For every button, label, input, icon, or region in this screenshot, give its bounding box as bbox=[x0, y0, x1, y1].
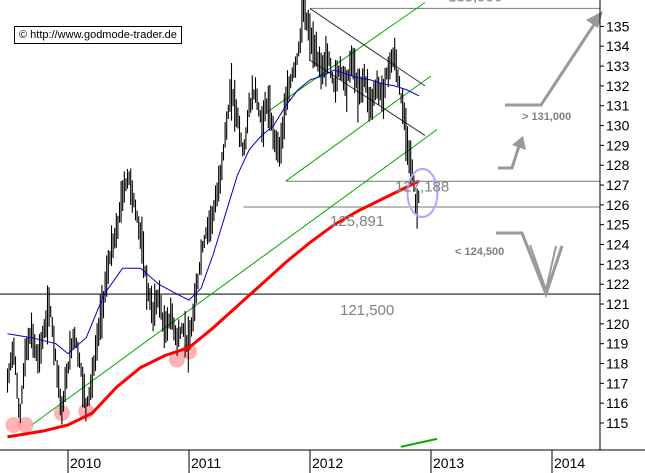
y-tick-label-16: 131 bbox=[606, 98, 630, 114]
trend-line-1 bbox=[285, 75, 432, 182]
support-marker-1 bbox=[17, 416, 34, 433]
x-tick-label-3: 2013 bbox=[433, 455, 464, 471]
y-tick-label-20: 135 bbox=[606, 18, 630, 34]
short-up-arrowhead bbox=[512, 136, 526, 150]
up-scenario-arrowhead bbox=[586, 11, 603, 28]
y-tick-label-8: 123 bbox=[606, 256, 630, 272]
trend-line-2 bbox=[267, 2, 426, 113]
annotation-label-0: > 131,000 bbox=[522, 111, 571, 123]
trend-line-0 bbox=[31, 129, 438, 426]
level-labels: 135,906 127,188 125,891 121,500 > 131,000 < 1… bbox=[330, 0, 571, 319]
y-tick-label-9: 124 bbox=[606, 237, 630, 253]
y-tick-label-17: 132 bbox=[606, 78, 630, 94]
y-tick-label-19: 134 bbox=[606, 38, 630, 54]
y-tick-label-1: 116 bbox=[606, 395, 629, 411]
y-tick-label-4: 119 bbox=[606, 336, 629, 352]
y-tick-label-14: 129 bbox=[606, 137, 630, 153]
y-tick-label-15: 130 bbox=[606, 118, 630, 134]
x-tick-label-1: 2011 bbox=[191, 455, 221, 471]
ma-fast-line bbox=[7, 69, 420, 355]
y-tick-label-12: 127 bbox=[606, 177, 630, 193]
trend-line-3 bbox=[309, 8, 426, 87]
level-label-0: 135,906 bbox=[448, 0, 502, 5]
support-marker-4 bbox=[168, 351, 185, 368]
y-tick-label-3: 118 bbox=[606, 356, 629, 372]
horizontal-levels bbox=[0, 7, 600, 295]
level-label-2: 125,891 bbox=[330, 213, 384, 230]
down-scenario-arrow bbox=[496, 231, 564, 299]
y-tick-label-11: 126 bbox=[606, 197, 630, 213]
y-tick-label-13: 128 bbox=[606, 157, 630, 173]
ma-slow-line bbox=[7, 179, 420, 439]
support-marker-0 bbox=[5, 416, 22, 433]
x-tick-label-2: 2012 bbox=[312, 455, 343, 471]
y-tick-label-7: 122 bbox=[606, 276, 630, 292]
x-tick-label-4: 2014 bbox=[554, 455, 585, 471]
up-scenario-arrow bbox=[505, 19, 599, 107]
level-label-3: 121,500 bbox=[340, 302, 394, 319]
short-up-arrow bbox=[498, 142, 522, 170]
annotation-arrows bbox=[406, 11, 603, 299]
y-tick-label-6: 121 bbox=[606, 296, 630, 312]
y-tick-label-0: 115 bbox=[606, 415, 629, 431]
moving-averages bbox=[7, 69, 420, 439]
watermark: © http://www.godmode-trader.de bbox=[14, 26, 182, 44]
y-tick-label-10: 125 bbox=[606, 217, 630, 233]
y-tick-label-2: 117 bbox=[606, 375, 629, 391]
level-label-1: 127,188 bbox=[395, 178, 449, 195]
trend-line-5 bbox=[400, 437, 438, 448]
down-scenario-arrowhead bbox=[529, 244, 557, 294]
y-tick-label-18: 133 bbox=[606, 58, 630, 74]
y-tick-label-5: 120 bbox=[606, 316, 630, 332]
annotation-label-1: < 124,500 bbox=[455, 246, 504, 258]
price-series bbox=[6, 0, 420, 425]
highlight-ellipse bbox=[406, 167, 439, 218]
x-tick-label-0: 2010 bbox=[70, 455, 101, 471]
